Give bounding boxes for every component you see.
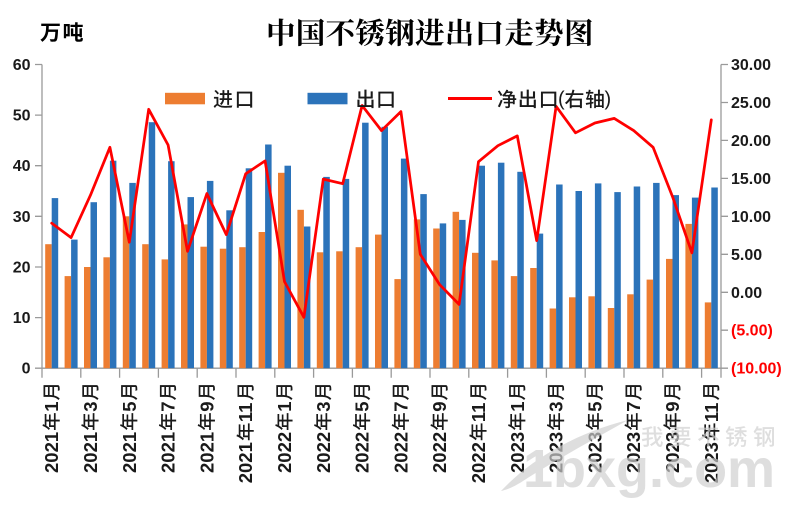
- svg-text:11: 11: [701, 403, 722, 423]
- svg-text:60: 60: [13, 57, 31, 74]
- svg-text:): ): [605, 89, 612, 111]
- svg-text:9: 9: [429, 402, 450, 412]
- svg-text:50: 50: [13, 108, 31, 125]
- svg-text:2022: 2022: [390, 432, 411, 473]
- svg-text:11: 11: [235, 403, 256, 423]
- svg-text:2022: 2022: [352, 432, 373, 473]
- svg-text:30: 30: [13, 209, 31, 226]
- svg-text:9: 9: [196, 402, 217, 412]
- svg-text:2021: 2021: [158, 432, 179, 473]
- svg-text:1: 1: [41, 402, 62, 412]
- svg-text:2021: 2021: [80, 432, 101, 473]
- svg-text:25.00: 25.00: [731, 95, 771, 112]
- svg-text:2023: 2023: [507, 432, 528, 473]
- svg-text:2021: 2021: [196, 432, 217, 473]
- svg-text:5.00: 5.00: [731, 247, 762, 264]
- svg-text:10.00: 10.00: [731, 209, 771, 226]
- svg-text:1: 1: [507, 402, 528, 412]
- svg-text:2021: 2021: [119, 432, 140, 473]
- svg-text:2023: 2023: [701, 442, 722, 483]
- svg-text:7: 7: [158, 402, 179, 412]
- svg-text:2021: 2021: [235, 442, 256, 483]
- svg-text:2021: 2021: [41, 432, 62, 473]
- svg-text:3: 3: [313, 402, 334, 412]
- svg-text:3: 3: [80, 402, 101, 412]
- svg-text:2022: 2022: [313, 432, 334, 473]
- svg-text:1bxg.com: 1bxg.com: [523, 439, 775, 499]
- svg-text:(5.00): (5.00): [731, 323, 773, 340]
- svg-text:5: 5: [584, 402, 605, 412]
- svg-text:15.00: 15.00: [731, 171, 771, 188]
- svg-text:40: 40: [13, 158, 31, 175]
- svg-text:30.00: 30.00: [731, 57, 771, 74]
- svg-text:2022: 2022: [429, 432, 450, 473]
- svg-text:2023: 2023: [584, 432, 605, 473]
- svg-text:2023: 2023: [623, 432, 644, 473]
- svg-text:3: 3: [546, 402, 567, 412]
- svg-text:(: (: [558, 89, 565, 111]
- svg-text:11: 11: [468, 403, 489, 423]
- svg-text:1: 1: [274, 402, 295, 412]
- svg-text:7: 7: [390, 402, 411, 412]
- svg-text:0: 0: [22, 361, 31, 378]
- svg-text:(10.00): (10.00): [731, 361, 782, 378]
- svg-text:0.00: 0.00: [731, 285, 762, 302]
- svg-text:2022: 2022: [468, 442, 489, 483]
- svg-text:5: 5: [119, 402, 140, 412]
- svg-text:10: 10: [13, 310, 31, 327]
- svg-text:9: 9: [662, 402, 683, 412]
- svg-text:5: 5: [352, 402, 373, 412]
- svg-text:7: 7: [623, 402, 644, 412]
- svg-text:20: 20: [13, 260, 31, 277]
- svg-text:20.00: 20.00: [731, 133, 771, 150]
- svg-text:2022: 2022: [274, 432, 295, 473]
